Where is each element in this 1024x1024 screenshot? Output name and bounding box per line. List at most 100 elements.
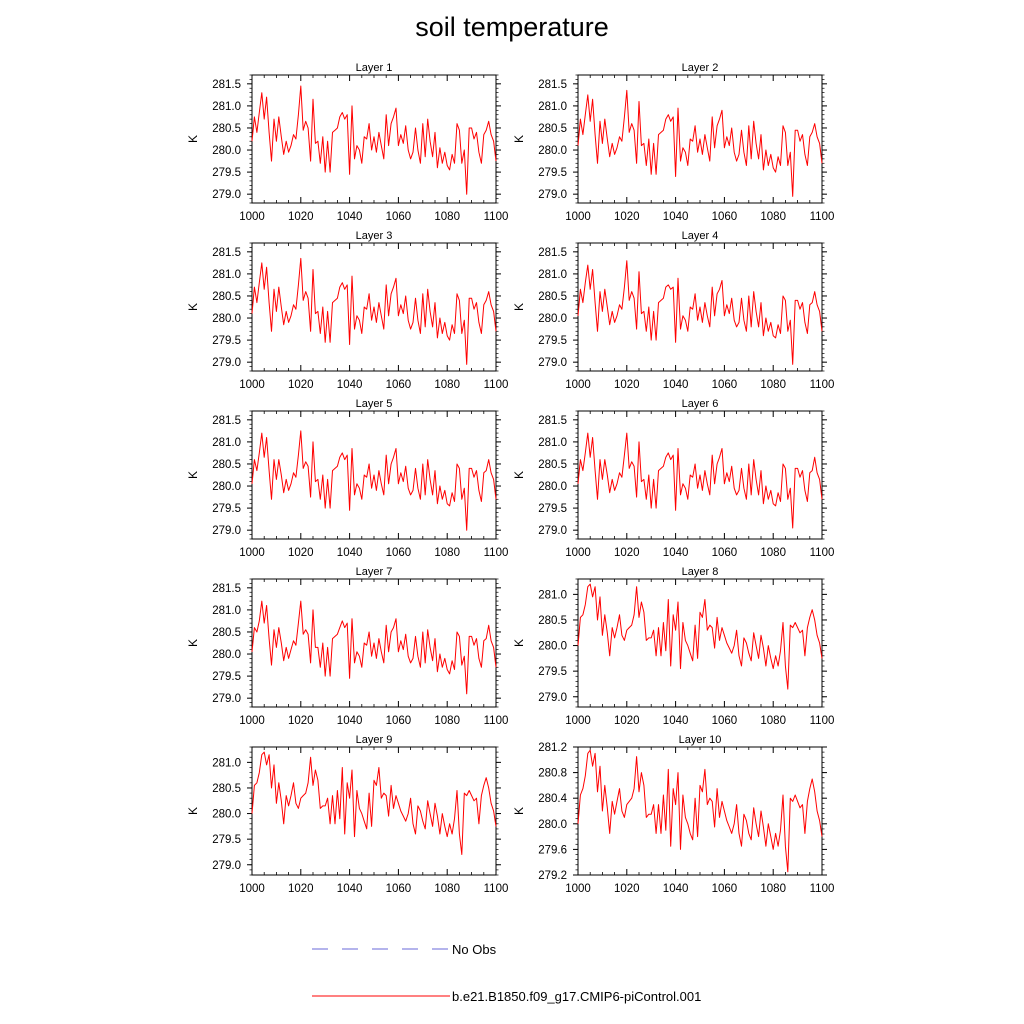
panel-title: Layer 5 <box>356 398 393 410</box>
y-tick-label: 280.0 <box>538 145 567 157</box>
x-tick-label: 1020 <box>288 883 314 895</box>
y-tick-label: 280.0 <box>212 809 241 821</box>
x-tick-label: 1080 <box>760 547 786 559</box>
y-axis-label: K <box>512 303 526 311</box>
plot-frame <box>577 578 823 708</box>
y-tick-label: 280.5 <box>212 291 241 303</box>
y-tick-label: 280.0 <box>212 649 241 661</box>
y-tick-label: 281.0 <box>212 437 241 449</box>
series-line <box>251 751 497 855</box>
y-tick-label: 279.5 <box>538 335 567 347</box>
panel-title: Layer 4 <box>682 230 719 242</box>
panel-4: Layer 4 1000 1020 1040 1060 1080 1100 279.0 279.… <box>512 230 834 391</box>
y-tick-label: 279.5 <box>212 671 241 683</box>
x-tick-label: 1060 <box>712 883 738 895</box>
y-tick-label: 281.0 <box>538 269 567 281</box>
x-tick-label: 1100 <box>810 211 835 223</box>
x-tick-label: 1100 <box>810 379 835 391</box>
x-tick-label: 1060 <box>386 547 412 559</box>
y-tick-label: 279.5 <box>212 167 241 179</box>
x-tick-label: 1040 <box>337 883 363 895</box>
x-tick-label: 1100 <box>810 883 835 895</box>
panel-title: Layer 9 <box>356 734 393 746</box>
x-tick-label: 1000 <box>565 715 591 727</box>
y-tick-label: 279.5 <box>538 167 567 179</box>
y-tick-label: 279.5 <box>212 335 241 347</box>
series-line <box>251 257 497 365</box>
x-tick-label: 1100 <box>484 379 509 391</box>
y-tick-label: 280.0 <box>538 641 567 653</box>
y-tick-label: 280.5 <box>538 291 567 303</box>
series-line <box>577 583 823 690</box>
series-line <box>577 89 823 197</box>
panel-5: Layer 5 1000 1020 1040 1060 1080 1100 279.0 279.… <box>186 398 508 559</box>
y-tick-label: 279.0 <box>538 189 567 201</box>
x-tick-label: 1100 <box>484 883 509 895</box>
y-tick-label: 281.2 <box>538 742 567 754</box>
y-tick-label: 279.0 <box>212 860 241 872</box>
y-tick-label: 281.5 <box>212 415 241 427</box>
x-tick-label: 1080 <box>760 211 786 223</box>
y-tick-label: 280.5 <box>212 123 241 135</box>
figure-title: soil temperature <box>415 12 609 42</box>
x-tick-label: 1040 <box>337 715 363 727</box>
series-line <box>251 600 497 695</box>
x-tick-label: 1040 <box>663 211 689 223</box>
y-tick-label: 280.5 <box>538 615 567 627</box>
x-tick-label: 1060 <box>386 379 412 391</box>
x-tick-label: 1040 <box>663 883 689 895</box>
panel-title: Layer 7 <box>356 566 393 578</box>
y-axis-label: K <box>186 807 200 815</box>
x-tick-label: 1100 <box>810 715 835 727</box>
y-tick-label: 281.5 <box>538 247 567 259</box>
x-tick-label: 1060 <box>712 547 738 559</box>
y-tick-label: 280.5 <box>212 459 241 471</box>
plot-frame <box>251 746 497 876</box>
y-tick-label: 279.5 <box>538 666 567 678</box>
y-tick-label: 281.0 <box>538 589 567 601</box>
panel-9: Layer 9 1000 1020 1040 1060 1080 1100 279.0 279.… <box>186 734 508 895</box>
y-tick-label: 279.0 <box>212 693 241 705</box>
y-tick-label: 281.5 <box>212 583 241 595</box>
y-tick-label: 279.0 <box>212 525 241 537</box>
x-tick-label: 1080 <box>434 211 460 223</box>
panel-3: Layer 3 1000 1020 1040 1060 1080 1100 279.0 279.… <box>186 230 508 391</box>
panel-title: Layer 3 <box>356 230 393 242</box>
series-line <box>577 260 823 365</box>
y-tick-label: 280.0 <box>212 481 241 493</box>
y-axis-label: K <box>512 639 526 647</box>
y-tick-label: 281.5 <box>212 79 241 91</box>
x-tick-label: 1040 <box>663 547 689 559</box>
y-axis-label: K <box>512 471 526 479</box>
y-tick-label: 279.2 <box>538 870 567 882</box>
x-tick-label: 1060 <box>712 715 738 727</box>
y-tick-label: 279.0 <box>212 189 241 201</box>
x-tick-label: 1040 <box>337 547 363 559</box>
y-tick-label: 281.0 <box>212 605 241 617</box>
y-tick-label: 279.6 <box>538 844 567 856</box>
y-tick-label: 280.4 <box>538 793 567 805</box>
panel-7: Layer 7 1000 1020 1040 1060 1080 1100 279.0 279.… <box>186 566 508 727</box>
y-tick-label: 280.0 <box>538 819 567 831</box>
x-tick-label: 1100 <box>484 547 509 559</box>
y-axis-label: K <box>512 807 526 815</box>
y-tick-label: 279.0 <box>212 357 241 369</box>
y-tick-label: 279.5 <box>212 503 241 515</box>
x-tick-label: 1080 <box>760 883 786 895</box>
x-tick-label: 1040 <box>663 715 689 727</box>
y-tick-label: 279.0 <box>538 525 567 537</box>
x-tick-label: 1000 <box>239 715 265 727</box>
y-tick-label: 280.5 <box>538 123 567 135</box>
x-tick-label: 1020 <box>288 211 314 223</box>
x-tick-label: 1000 <box>565 547 591 559</box>
y-axis-label: K <box>186 471 200 479</box>
x-tick-label: 1000 <box>565 211 591 223</box>
x-tick-label: 1000 <box>239 883 265 895</box>
panel-title: Layer 1 <box>356 62 393 74</box>
series-line <box>577 749 823 873</box>
x-tick-label: 1080 <box>434 379 460 391</box>
x-tick-label: 1080 <box>434 715 460 727</box>
y-tick-label: 279.5 <box>212 834 241 846</box>
y-tick-label: 280.8 <box>538 768 567 780</box>
